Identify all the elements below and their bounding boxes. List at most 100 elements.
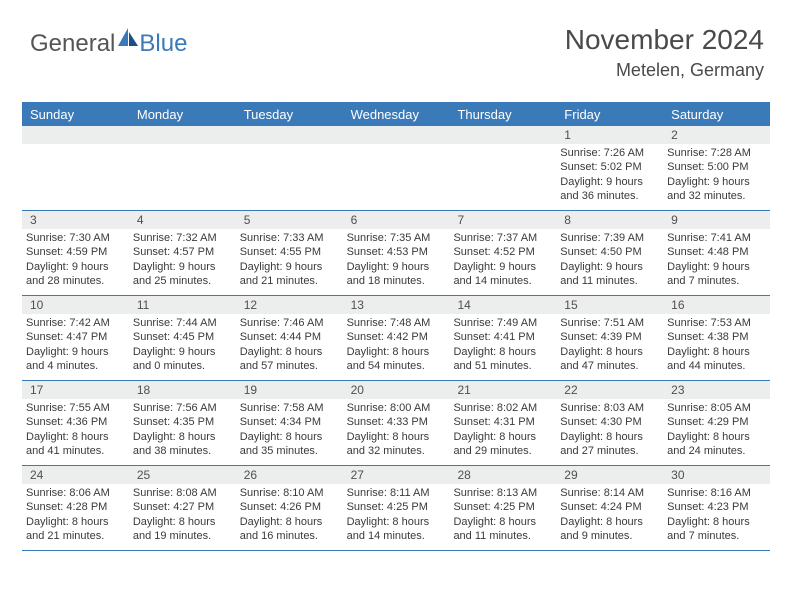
day-details: Sunrise: 8:08 AMSunset: 4:27 PMDaylight:… — [129, 484, 236, 546]
day-number: 25 — [129, 466, 236, 484]
daylight-line: Daylight: 8 hours and 38 minutes. — [133, 430, 232, 458]
sunset-line: Sunset: 4:50 PM — [560, 245, 659, 259]
brand-part1: General — [30, 30, 115, 58]
brand-logo: General Blue — [30, 28, 187, 60]
sunrise-line: Sunrise: 7:46 AM — [240, 316, 339, 330]
day-number: 4 — [129, 211, 236, 229]
daylight-line: Daylight: 8 hours and 51 minutes. — [453, 345, 552, 373]
day-cell: 8Sunrise: 7:39 AMSunset: 4:50 PMDaylight… — [556, 211, 663, 295]
day-number — [449, 126, 556, 144]
day-cell — [22, 126, 129, 210]
day-header: Sunday — [22, 103, 129, 126]
day-details: Sunrise: 7:32 AMSunset: 4:57 PMDaylight:… — [129, 229, 236, 291]
sunset-line: Sunset: 4:52 PM — [453, 245, 552, 259]
daylight-line: Daylight: 9 hours and 7 minutes. — [667, 260, 766, 288]
sunrise-line: Sunrise: 7:56 AM — [133, 401, 232, 415]
sunset-line: Sunset: 4:29 PM — [667, 415, 766, 429]
daylight-line: Daylight: 9 hours and 36 minutes. — [560, 175, 659, 203]
day-details: Sunrise: 7:26 AMSunset: 5:02 PMDaylight:… — [556, 144, 663, 206]
calendar: Sunday Monday Tuesday Wednesday Thursday… — [22, 102, 770, 551]
sunrise-line: Sunrise: 7:53 AM — [667, 316, 766, 330]
day-header: Saturday — [663, 103, 770, 126]
sunset-line: Sunset: 4:42 PM — [347, 330, 446, 344]
sunrise-line: Sunrise: 8:11 AM — [347, 486, 446, 500]
day-cell: 12Sunrise: 7:46 AMSunset: 4:44 PMDayligh… — [236, 296, 343, 380]
day-number: 13 — [343, 296, 450, 314]
day-details: Sunrise: 7:33 AMSunset: 4:55 PMDaylight:… — [236, 229, 343, 291]
day-cell: 19Sunrise: 7:58 AMSunset: 4:34 PMDayligh… — [236, 381, 343, 465]
day-cell: 28Sunrise: 8:13 AMSunset: 4:25 PMDayligh… — [449, 466, 556, 550]
week-row: 1Sunrise: 7:26 AMSunset: 5:02 PMDaylight… — [22, 126, 770, 211]
week-row: 17Sunrise: 7:55 AMSunset: 4:36 PMDayligh… — [22, 381, 770, 466]
day-number: 10 — [22, 296, 129, 314]
sunset-line: Sunset: 4:48 PM — [667, 245, 766, 259]
sunrise-line: Sunrise: 8:14 AM — [560, 486, 659, 500]
sunrise-line: Sunrise: 7:55 AM — [26, 401, 125, 415]
sunrise-line: Sunrise: 8:10 AM — [240, 486, 339, 500]
day-number: 28 — [449, 466, 556, 484]
day-cell: 16Sunrise: 7:53 AMSunset: 4:38 PMDayligh… — [663, 296, 770, 380]
day-number: 27 — [343, 466, 450, 484]
day-details: Sunrise: 8:13 AMSunset: 4:25 PMDaylight:… — [449, 484, 556, 546]
sunrise-line: Sunrise: 7:30 AM — [26, 231, 125, 245]
sunset-line: Sunset: 4:30 PM — [560, 415, 659, 429]
day-cell: 11Sunrise: 7:44 AMSunset: 4:45 PMDayligh… — [129, 296, 236, 380]
day-cell: 5Sunrise: 7:33 AMSunset: 4:55 PMDaylight… — [236, 211, 343, 295]
sail-icon — [117, 28, 139, 46]
daylight-line: Daylight: 9 hours and 14 minutes. — [453, 260, 552, 288]
day-number: 5 — [236, 211, 343, 229]
day-header: Tuesday — [236, 103, 343, 126]
day-details: Sunrise: 7:49 AMSunset: 4:41 PMDaylight:… — [449, 314, 556, 376]
day-header: Wednesday — [343, 103, 450, 126]
sunrise-line: Sunrise: 8:16 AM — [667, 486, 766, 500]
day-details: Sunrise: 8:06 AMSunset: 4:28 PMDaylight:… — [22, 484, 129, 546]
daylight-line: Daylight: 8 hours and 44 minutes. — [667, 345, 766, 373]
daylight-line: Daylight: 8 hours and 27 minutes. — [560, 430, 659, 458]
daylight-line: Daylight: 8 hours and 7 minutes. — [667, 515, 766, 543]
day-number — [343, 126, 450, 144]
sunset-line: Sunset: 4:24 PM — [560, 500, 659, 514]
day-details: Sunrise: 7:28 AMSunset: 5:00 PMDaylight:… — [663, 144, 770, 206]
sunset-line: Sunset: 5:02 PM — [560, 160, 659, 174]
day-number: 17 — [22, 381, 129, 399]
day-number: 30 — [663, 466, 770, 484]
day-cell: 4Sunrise: 7:32 AMSunset: 4:57 PMDaylight… — [129, 211, 236, 295]
day-number: 3 — [22, 211, 129, 229]
sunset-line: Sunset: 4:57 PM — [133, 245, 232, 259]
brand-part2: Blue — [139, 30, 187, 58]
day-details: Sunrise: 7:37 AMSunset: 4:52 PMDaylight:… — [449, 229, 556, 291]
sunrise-line: Sunrise: 7:44 AM — [133, 316, 232, 330]
sunset-line: Sunset: 4:34 PM — [240, 415, 339, 429]
day-details: Sunrise: 8:02 AMSunset: 4:31 PMDaylight:… — [449, 399, 556, 461]
day-details: Sunrise: 7:55 AMSunset: 4:36 PMDaylight:… — [22, 399, 129, 461]
sunset-line: Sunset: 4:26 PM — [240, 500, 339, 514]
day-details: Sunrise: 7:58 AMSunset: 4:34 PMDaylight:… — [236, 399, 343, 461]
daylight-line: Daylight: 9 hours and 4 minutes. — [26, 345, 125, 373]
day-details: Sunrise: 7:42 AMSunset: 4:47 PMDaylight:… — [22, 314, 129, 376]
day-details: Sunrise: 8:16 AMSunset: 4:23 PMDaylight:… — [663, 484, 770, 546]
sunrise-line: Sunrise: 7:32 AM — [133, 231, 232, 245]
sunrise-line: Sunrise: 7:28 AM — [667, 146, 766, 160]
day-cell: 13Sunrise: 7:48 AMSunset: 4:42 PMDayligh… — [343, 296, 450, 380]
sunrise-line: Sunrise: 8:03 AM — [560, 401, 659, 415]
day-number: 23 — [663, 381, 770, 399]
day-cell: 20Sunrise: 8:00 AMSunset: 4:33 PMDayligh… — [343, 381, 450, 465]
daylight-line: Daylight: 8 hours and 14 minutes. — [347, 515, 446, 543]
location-label: Metelen, Germany — [565, 60, 764, 81]
sunset-line: Sunset: 4:33 PM — [347, 415, 446, 429]
day-number: 26 — [236, 466, 343, 484]
daylight-line: Daylight: 8 hours and 54 minutes. — [347, 345, 446, 373]
day-cell: 14Sunrise: 7:49 AMSunset: 4:41 PMDayligh… — [449, 296, 556, 380]
sunset-line: Sunset: 4:59 PM — [26, 245, 125, 259]
week-row: 24Sunrise: 8:06 AMSunset: 4:28 PMDayligh… — [22, 466, 770, 551]
daylight-line: Daylight: 8 hours and 32 minutes. — [347, 430, 446, 458]
day-number: 2 — [663, 126, 770, 144]
day-number: 15 — [556, 296, 663, 314]
day-details: Sunrise: 8:14 AMSunset: 4:24 PMDaylight:… — [556, 484, 663, 546]
daylight-line: Daylight: 8 hours and 21 minutes. — [26, 515, 125, 543]
day-cell: 23Sunrise: 8:05 AMSunset: 4:29 PMDayligh… — [663, 381, 770, 465]
daylight-line: Daylight: 8 hours and 24 minutes. — [667, 430, 766, 458]
sunset-line: Sunset: 4:25 PM — [453, 500, 552, 514]
sunrise-line: Sunrise: 7:49 AM — [453, 316, 552, 330]
day-cell: 25Sunrise: 8:08 AMSunset: 4:27 PMDayligh… — [129, 466, 236, 550]
